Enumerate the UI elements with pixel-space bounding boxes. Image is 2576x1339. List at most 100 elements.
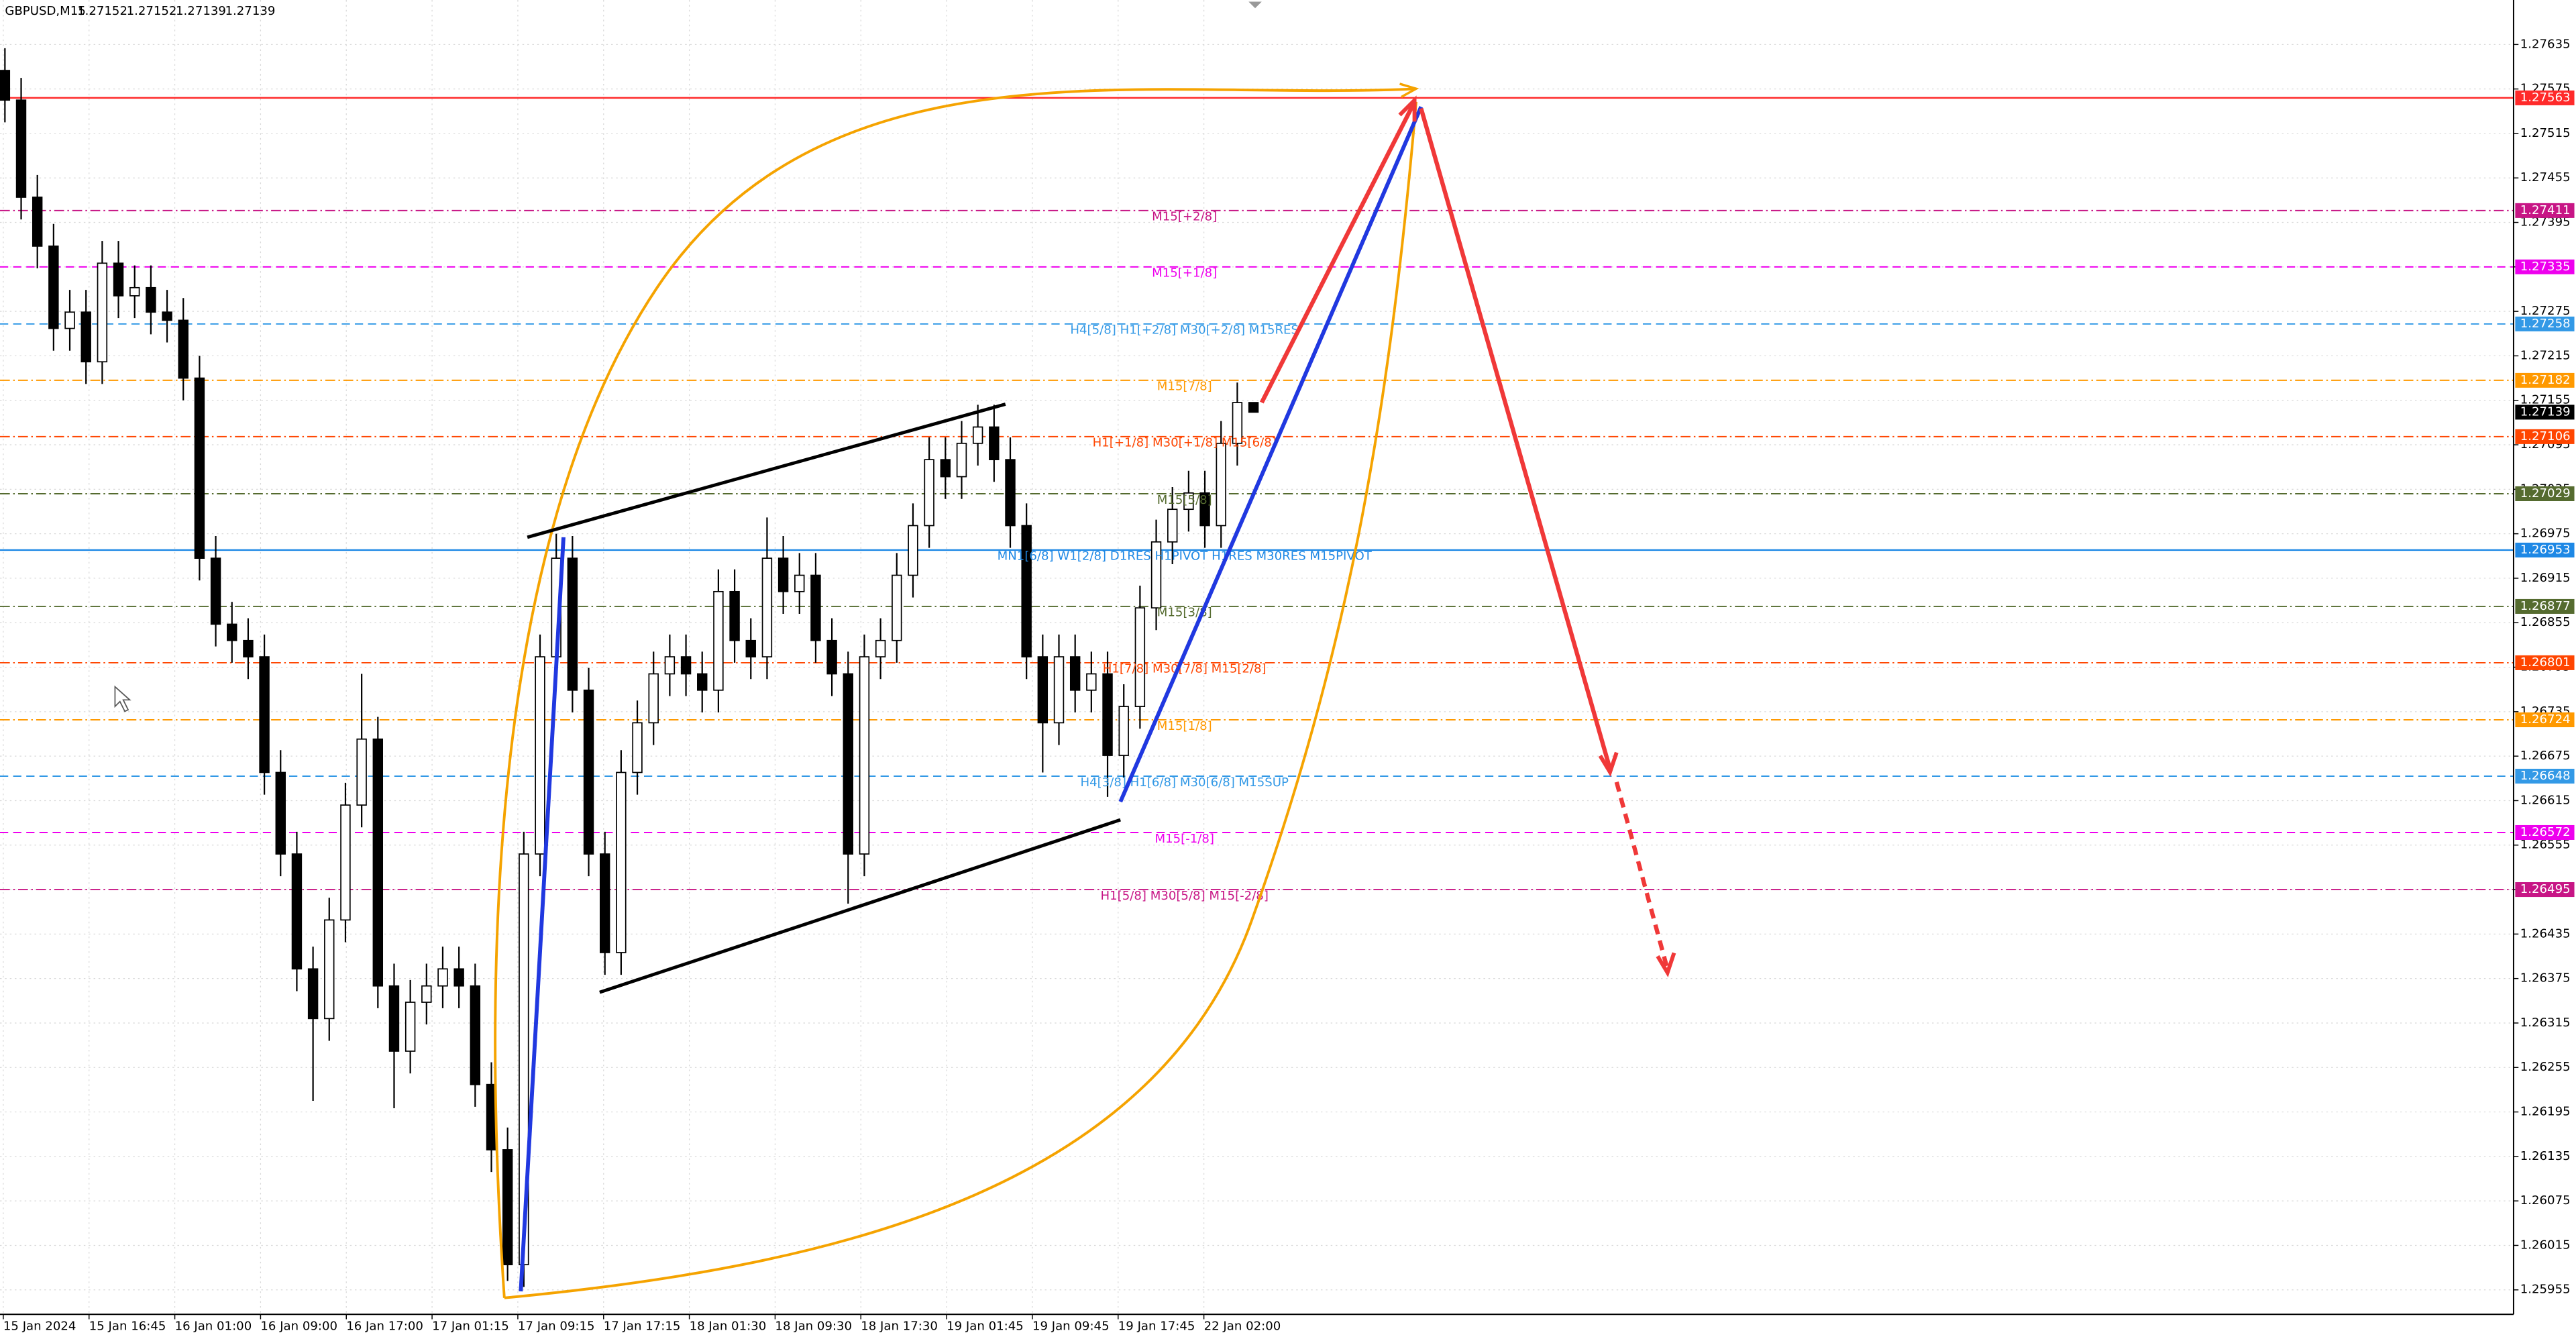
candle-body [178, 319, 189, 379]
candle-body [502, 1149, 513, 1266]
level-label: H4[3/8] H1[6/8] M30[6/8] M15SUP [1081, 775, 1289, 790]
candle-body [924, 459, 934, 527]
level-price-box [2515, 316, 2575, 331]
arrowhead [1598, 751, 1619, 778]
header: GBPUSD,M15 1.27152 1.27152 1.27139 1.271… [5, 4, 275, 18]
candle-body [892, 574, 902, 641]
candle-body [745, 639, 756, 657]
scroll-marker [1248, 1, 1262, 9]
y-tick-label: 1.26195 [2520, 1105, 2571, 1119]
level-price-label: 1.27563 [2520, 91, 2571, 105]
candle-body [567, 557, 578, 691]
candle-body [243, 639, 254, 657]
candle-body [1150, 541, 1162, 609]
candle-body [1134, 607, 1146, 707]
trend-line [519, 537, 566, 1292]
candle-body [210, 557, 221, 625]
candle-body [340, 804, 351, 921]
x-tick-label: 18 Jan 01:30 [690, 1320, 767, 1334]
level-label: M15[-1/8] [1155, 832, 1214, 846]
grid [0, 0, 2514, 1315]
level-price-box [2515, 259, 2575, 274]
candle-body [972, 426, 983, 444]
candle-body [989, 426, 1000, 461]
candle-body [859, 656, 870, 855]
candle-body [470, 985, 481, 1085]
candle-body [810, 574, 821, 641]
forecast-arrow [1419, 107, 1613, 770]
x-tick-label: 19 Jan 09:45 [1032, 1320, 1110, 1334]
forecast-arrow [1259, 104, 1415, 404]
y-tick-label: 1.26135 [2520, 1149, 2571, 1163]
y-tick-label: 1.26255 [2520, 1060, 2571, 1074]
level-price-box [2515, 486, 2575, 501]
candle-body [291, 853, 303, 970]
y-tick-label: 1.27275 [2520, 304, 2571, 318]
current-price-box [2515, 405, 2575, 420]
time-axis [0, 1314, 2576, 1339]
candle-body [372, 738, 384, 987]
candle-body [875, 639, 886, 657]
level-label: M15[+1/8] [1152, 266, 1217, 280]
header-open: 1.27152 [77, 4, 127, 18]
x-tick-label: 15 Jan 16:45 [89, 1320, 166, 1334]
y-tick-label: 1.27635 [2520, 37, 2571, 51]
candle-body [227, 623, 237, 641]
y-tick-label: 1.26915 [2520, 571, 2571, 585]
level-label: H1[7/8] M30[7/8] M15[2/8] [1103, 662, 1267, 676]
y-tick-label: 1.26435 [2520, 926, 2571, 941]
candle-body [1021, 525, 1032, 657]
candle-body [356, 738, 367, 806]
x-tick-label: 18 Jan 09:30 [775, 1320, 852, 1334]
x-tick-label: 22 Jan 02:00 [1204, 1320, 1281, 1334]
candle-body [1086, 673, 1097, 691]
candle-body [1183, 492, 1194, 511]
candle-body [535, 656, 545, 855]
y-tick-label: 1.26555 [2520, 838, 2571, 852]
candle-body [405, 1002, 416, 1052]
y-tick-label: 1.26855 [2520, 615, 2571, 629]
level-label: H4[5/8] H1[+2/8] M30[+2/8] M15RES [1070, 323, 1299, 337]
candle-body [583, 689, 594, 855]
candle-body [908, 525, 918, 576]
channel-lower [599, 818, 1121, 994]
level-price-box [2515, 882, 2575, 898]
x-tick-label: 17 Jan 09:15 [518, 1320, 595, 1334]
y-tick-label: 1.26975 [2520, 527, 2571, 541]
candle-body [1005, 459, 1016, 527]
candle-body [599, 853, 610, 953]
y-tick-label: 1.27515 [2520, 126, 2571, 140]
header-high: 1.27152 [127, 4, 177, 18]
candle-body [307, 968, 319, 1020]
candle-body [48, 246, 59, 329]
level-price-box [2515, 712, 2575, 728]
candle-body [729, 590, 740, 641]
level-price-box [2515, 655, 2575, 670]
level-price-label: 1.27258 [2520, 317, 2571, 331]
y-tick-label: 1.26315 [2520, 1016, 2571, 1030]
header-close: 1.27139 [225, 4, 276, 18]
candle-body [437, 968, 448, 987]
y-tick-label: 1.26615 [2520, 793, 2571, 807]
level-price-label: 1.26724 [2520, 712, 2571, 727]
arrowhead [1398, 95, 1417, 122]
candle-body [713, 590, 724, 691]
candle-body [97, 262, 108, 363]
candle-body [64, 311, 75, 329]
level-price-label: 1.26648 [2520, 769, 2571, 783]
y-tick-label: 1.27215 [2520, 348, 2571, 362]
x-tick-label: 17 Jan 17:15 [604, 1320, 681, 1334]
x-tick-label: 17 Jan 01:15 [432, 1320, 509, 1334]
level-price-box [2515, 598, 2575, 614]
candle-body [843, 673, 853, 855]
candle-body [664, 656, 676, 675]
current-price-label: 1.27139 [2520, 405, 2571, 419]
candle-body [1069, 656, 1081, 691]
x-tick-label: 16 Jan 17:00 [346, 1320, 423, 1334]
symbol-title: GBPUSD,M15 [5, 4, 86, 18]
candle-body [1216, 442, 1226, 527]
mouse-cursor [114, 685, 131, 712]
level-price-box [2515, 542, 2575, 557]
candle-body [940, 459, 951, 478]
